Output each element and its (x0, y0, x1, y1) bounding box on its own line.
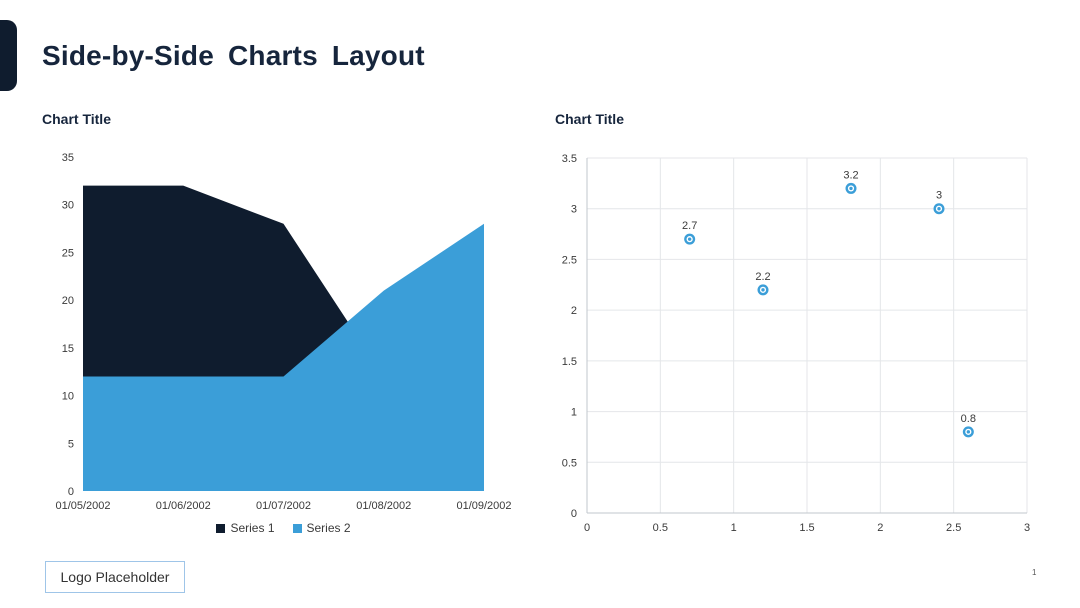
y-tick-label: 35 (62, 152, 74, 164)
y-tick-label: 25 (62, 247, 74, 259)
page-title: Side-by-Side Charts Layout (42, 40, 425, 71)
scatter-chart: 0 0.5 1 1.5 2 2.5 3 3.5 0 0.5 1 1.5 2 2.5 3 2.7 2.2 3.2 3 0… (562, 153, 1030, 534)
point-data-label: 2.2 (755, 271, 770, 283)
area-chart-legend: Series 1 Series 2 (83, 521, 484, 535)
page-number: 1 (1032, 568, 1037, 577)
scatter-point: 3 (933, 190, 945, 215)
point-data-label: 0.8 (961, 413, 976, 425)
point-data-label: 2.7 (682, 220, 697, 232)
scatter-point: 2.7 (682, 220, 697, 245)
marker-center-dot (687, 237, 692, 241)
y-tick-label: 10 (62, 391, 74, 403)
marker-center-dot (849, 186, 853, 191)
area-series-2 (83, 223, 484, 492)
series-2-swatch-icon (292, 523, 302, 533)
legend-item-series-2: Series 2 (292, 521, 351, 535)
y-tick-label: 2 (571, 305, 577, 317)
y-tick-label: 20 (62, 295, 74, 307)
x-tick-label: 1 (731, 522, 737, 534)
scatter-point: 2.2 (755, 271, 771, 296)
y-tick-label: 1.5 (562, 356, 577, 368)
x-tick-label: 3 (1024, 522, 1030, 534)
area-chart: 0 5 10 15 20 25 30 35 01/05/2002 01/06/2002 01/07/… (55, 152, 511, 512)
legend-item-series-1: Series 1 (216, 521, 275, 535)
y-tick-label: 1 (571, 407, 577, 419)
edge-accent-tab (0, 20, 17, 91)
marker-center-dot (761, 288, 765, 292)
x-tick-label: 2 (877, 522, 883, 534)
point-data-label: 3.2 (843, 169, 858, 181)
y-tick-label: 0 (68, 486, 74, 498)
x-tick-label: 0.5 (653, 522, 668, 534)
y-tick-label: 5 (68, 438, 74, 450)
x-tick-label: 0 (584, 522, 590, 534)
y-tick-label: 3.5 (562, 153, 577, 165)
x-tick-label: 01/06/2002 (156, 500, 211, 512)
scatter-point: 3.2 (843, 169, 859, 194)
y-tick-label: 0.5 (562, 457, 577, 469)
x-tick-label: 01/07/2002 (256, 500, 311, 512)
x-tick-label: 1.5 (799, 522, 814, 534)
marker-center-dot (966, 430, 971, 434)
area-chart-title: Chart Title (42, 111, 111, 127)
y-tick-label: 30 (62, 200, 74, 212)
x-tick-label: 01/08/2002 (356, 500, 411, 512)
legend-label-series-2: Series 2 (306, 521, 351, 535)
logo-placeholder[interactable]: Logo Placeholder (45, 561, 185, 593)
y-tick-label: 15 (62, 343, 74, 355)
scatter-point: 0.8 (961, 413, 976, 438)
marker-center-dot (937, 207, 941, 211)
point-data-label: 3 (936, 190, 942, 202)
y-tick-label: 0 (571, 508, 577, 520)
legend-label-series-1: Series 1 (230, 521, 275, 535)
scatter-chart-title: Chart Title (555, 111, 624, 127)
x-tick-label: 01/05/2002 (55, 500, 110, 512)
x-tick-label: 01/09/2002 (456, 500, 511, 512)
y-tick-label: 3 (571, 204, 577, 216)
x-tick-label: 2.5 (946, 522, 961, 534)
y-tick-label: 2.5 (562, 254, 577, 266)
series-1-swatch-icon (216, 523, 226, 533)
